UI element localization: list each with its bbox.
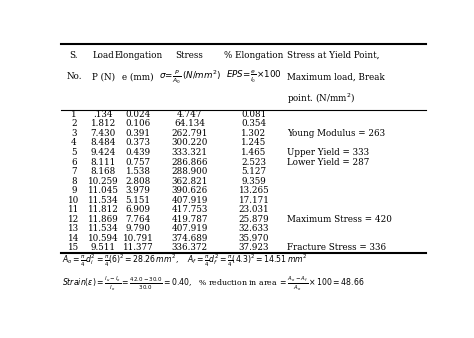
Text: $A_o=\frac{\pi}{4}d_i^2=\frac{\pi}{4}(6)^2=28.26\,mm^2$,    $A_f=\frac{\pi}{4}d_: $A_o=\frac{\pi}{4}d_i^2=\frac{\pi}{4}(6)… <box>62 252 307 269</box>
Text: 417.753: 417.753 <box>172 205 208 214</box>
Text: 0.439: 0.439 <box>126 148 151 157</box>
Text: 0.354: 0.354 <box>241 119 266 128</box>
Text: 11.045: 11.045 <box>88 186 119 195</box>
Text: 3: 3 <box>71 129 77 138</box>
Text: 5: 5 <box>71 148 77 157</box>
Text: Upper Yield = 333: Upper Yield = 333 <box>287 148 369 157</box>
Text: 8.168: 8.168 <box>91 167 116 176</box>
Text: 407.919: 407.919 <box>172 196 208 205</box>
Text: S.: S. <box>70 51 78 60</box>
Text: Young Modulus = 263: Young Modulus = 263 <box>287 129 385 138</box>
Text: % Elongation: % Elongation <box>224 51 283 60</box>
Text: 6: 6 <box>71 158 77 167</box>
Text: 0.373: 0.373 <box>126 139 151 147</box>
Text: 0.024: 0.024 <box>126 110 151 119</box>
Text: 2: 2 <box>71 119 77 128</box>
Text: 4: 4 <box>71 139 77 147</box>
Text: 336.372: 336.372 <box>172 243 208 252</box>
Text: P (N): P (N) <box>92 72 115 81</box>
Text: Stress at Yield Point,: Stress at Yield Point, <box>287 51 380 60</box>
Text: 11.812: 11.812 <box>88 205 119 214</box>
Text: 11: 11 <box>68 205 80 214</box>
Text: 4.747: 4.747 <box>177 110 202 119</box>
Text: 9.511: 9.511 <box>91 243 116 252</box>
Text: 10.594: 10.594 <box>88 234 118 243</box>
Text: 13: 13 <box>68 224 80 233</box>
Text: 2.808: 2.808 <box>126 176 151 186</box>
Text: 9.424: 9.424 <box>91 148 116 157</box>
Text: Lower Yield = 287: Lower Yield = 287 <box>287 158 369 167</box>
Text: 23.031: 23.031 <box>238 205 269 214</box>
Text: 11.869: 11.869 <box>88 215 118 224</box>
Text: 2.523: 2.523 <box>241 158 266 167</box>
Text: 10.259: 10.259 <box>88 176 118 186</box>
Text: Maximum load, Break: Maximum load, Break <box>287 72 385 81</box>
Text: $Strain(\varepsilon)=\frac{l_u-l_o}{l_o}=\frac{42.0-30.0}{30.0}=0.40$,   % reduc: $Strain(\varepsilon)=\frac{l_u-l_o}{l_o}… <box>62 275 364 293</box>
Text: 8.484: 8.484 <box>91 139 116 147</box>
Text: 0.757: 0.757 <box>126 158 151 167</box>
Text: 419.787: 419.787 <box>172 215 208 224</box>
Text: 32.633: 32.633 <box>239 224 269 233</box>
Text: 35.970: 35.970 <box>239 234 269 243</box>
Text: point. (N/mm$^2$): point. (N/mm$^2$) <box>287 91 355 106</box>
Text: 1.302: 1.302 <box>241 129 266 138</box>
Text: 288.900: 288.900 <box>172 167 208 176</box>
Text: 7: 7 <box>71 167 77 176</box>
Text: 1.812: 1.812 <box>91 119 116 128</box>
Text: 300.220: 300.220 <box>172 139 208 147</box>
Text: 262.791: 262.791 <box>172 129 208 138</box>
Text: 1.245: 1.245 <box>241 139 266 147</box>
Text: 1.465: 1.465 <box>241 148 266 157</box>
Text: 390.626: 390.626 <box>172 186 208 195</box>
Text: 10.791: 10.791 <box>123 234 154 243</box>
Text: 333.321: 333.321 <box>172 148 208 157</box>
Text: 0.081: 0.081 <box>241 110 266 119</box>
Text: 15: 15 <box>68 243 80 252</box>
Text: 9.790: 9.790 <box>126 224 151 233</box>
Text: 8.111: 8.111 <box>91 158 116 167</box>
Text: 5.127: 5.127 <box>241 167 266 176</box>
Text: $EPS\!=\!\frac{e}{l_0}\!\times\!100$: $EPS\!=\!\frac{e}{l_0}\!\times\!100$ <box>226 69 282 85</box>
Text: 9: 9 <box>71 186 77 195</box>
Text: 11.377: 11.377 <box>123 243 154 252</box>
Text: 8: 8 <box>71 176 77 186</box>
Text: 14: 14 <box>68 234 80 243</box>
Text: Load: Load <box>92 51 114 60</box>
Text: No.: No. <box>66 72 82 81</box>
Text: 286.866: 286.866 <box>172 158 208 167</box>
Text: 3.979: 3.979 <box>126 186 151 195</box>
Text: 1.538: 1.538 <box>126 167 151 176</box>
Text: Fracture Stress = 336: Fracture Stress = 336 <box>287 243 386 252</box>
Text: 5.151: 5.151 <box>126 196 151 205</box>
Text: 407.919: 407.919 <box>172 224 208 233</box>
Text: 7.764: 7.764 <box>126 215 151 224</box>
Text: 1: 1 <box>71 110 77 119</box>
Text: $\sigma\!=\!\frac{P}{A_0}\,(N/mm^2)$: $\sigma\!=\!\frac{P}{A_0}\,(N/mm^2)$ <box>158 68 221 86</box>
Text: Maximum Stress = 420: Maximum Stress = 420 <box>287 215 392 224</box>
Text: 0.106: 0.106 <box>126 119 151 128</box>
Text: 7.430: 7.430 <box>91 129 116 138</box>
Text: Elongation: Elongation <box>114 51 163 60</box>
Text: Stress: Stress <box>176 51 204 60</box>
Text: 9.359: 9.359 <box>242 176 266 186</box>
Text: 37.923: 37.923 <box>239 243 269 252</box>
Text: 13.265: 13.265 <box>238 186 269 195</box>
Text: 25.879: 25.879 <box>238 215 269 224</box>
Text: 374.689: 374.689 <box>172 234 208 243</box>
Text: 17.171: 17.171 <box>238 196 269 205</box>
Text: e (mm): e (mm) <box>122 72 154 81</box>
Text: 64.134: 64.134 <box>174 119 205 128</box>
Text: 6.909: 6.909 <box>126 205 151 214</box>
Text: 0.391: 0.391 <box>126 129 151 138</box>
Text: .134: .134 <box>93 110 113 119</box>
Text: 11.534: 11.534 <box>88 196 118 205</box>
Text: 12: 12 <box>68 215 80 224</box>
Text: 11.534: 11.534 <box>88 224 118 233</box>
Text: 10: 10 <box>68 196 80 205</box>
Text: 362.821: 362.821 <box>172 176 208 186</box>
